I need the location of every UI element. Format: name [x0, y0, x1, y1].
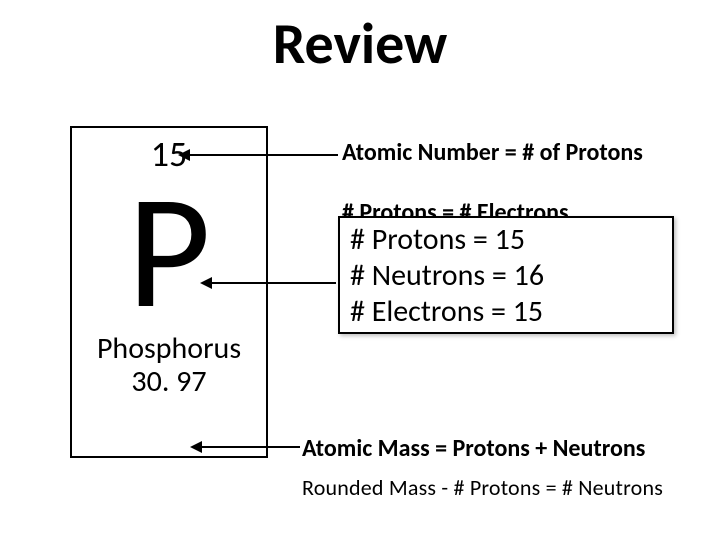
- electrons-value: 15: [513, 293, 543, 330]
- atomic-mass: 30. 97: [72, 363, 266, 400]
- label-atomic-mass-def: Atomic Mass = Protons + Neutrons: [302, 434, 645, 463]
- element-symbol: P: [72, 170, 266, 332]
- arrow-to-mass: [200, 446, 300, 448]
- neutrons-label: # Neutrons =: [350, 257, 514, 294]
- element-name: Phosphorus: [72, 330, 266, 367]
- electrons-line: # Electrons = 15: [350, 294, 662, 330]
- arrow-to-symbol: [210, 282, 336, 284]
- element-tile: 15 P Phosphorus 30. 97: [70, 126, 268, 458]
- electrons-label: # Electrons =: [350, 293, 513, 330]
- protons-value: 15: [495, 221, 525, 258]
- protons-label: # Protons =: [350, 221, 495, 258]
- counts-overlay: # Protons = 15 # Neutrons = 16 # Electro…: [338, 216, 674, 334]
- protons-line: # Protons = 15: [350, 222, 662, 258]
- arrow-to-atomic-number: [188, 154, 338, 156]
- neutrons-line: # Neutrons = 16: [350, 258, 662, 294]
- label-atomic-number-def: Atomic Number = # of Protons: [342, 138, 643, 167]
- neutrons-value: 16: [514, 257, 544, 294]
- label-rounded-mass: Rounded Mass - # Protons = # Neutrons: [302, 474, 663, 501]
- page-title: Review: [0, 0, 720, 79]
